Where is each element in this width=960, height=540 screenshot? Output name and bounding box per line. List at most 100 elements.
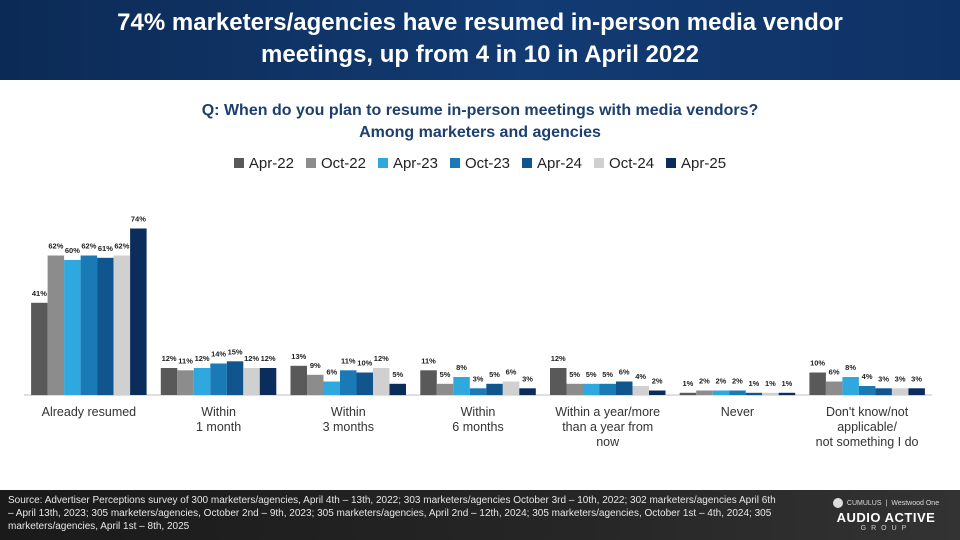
bar-apr-22-cat2 [290,365,307,396]
bar-oct-23-cat0 [80,255,98,395]
data-label: 15% [228,347,243,356]
brand-cumulus: CUMULUS [846,499,882,507]
bar-oct-22-cat1 [177,370,194,396]
category-label: 3 months [323,420,374,434]
category-label: 1 month [196,420,241,434]
bar-oct-23-cat5 [729,390,746,395]
bar-apr-22-cat1 [160,368,178,395]
legend-item-apr-25: Apr-25 [666,155,726,172]
category-label: Within [461,405,496,419]
data-label: 60% [65,246,80,255]
bar-oct-22-cat4 [566,383,583,396]
data-label: 12% [261,354,276,363]
data-label: 12% [374,354,389,363]
data-label: 11% [421,356,436,365]
legend-item-apr-22: Apr-22 [233,155,294,172]
legend-swatch [522,158,532,168]
bar-apr-24-cat0 [97,257,114,396]
title-banner: 74% marketers/agencies have resumed in-p… [0,0,960,80]
bar-apr-22-cat0 [31,302,48,396]
legend-item-oct-24: Oct-24 [594,155,654,172]
source-note: Source: Advertiser Perceptions survey of… [8,495,776,532]
legend-item-oct-22: Oct-22 [305,155,366,172]
category-label: Within a year/more [555,405,660,419]
chart-question: Q: When do you plan to resume in-person … [201,102,759,119]
bar-oct-22-cat3 [436,383,454,396]
bar-apr-23-cat4 [583,383,600,396]
legend-label: Apr-22 [248,155,294,172]
data-label: 13% [291,352,306,361]
data-label: 5% [602,370,613,379]
bar-oct-23-cat2 [340,370,357,396]
legend-swatch [666,158,677,168]
bar-oct-23-cat3 [469,388,487,396]
data-label: 1% [781,379,792,388]
bar-oct-22-cat2 [307,374,324,396]
data-label: 12% [195,354,210,363]
category-label: than a year from [562,420,653,434]
bar-apr-22-cat4 [550,368,567,395]
bar-apr-25-cat6 [908,388,925,396]
bar-oct-24-cat1 [243,368,260,395]
bar-oct-23-cat6 [858,386,876,395]
bar-apr-23-cat2 [323,381,340,395]
cumulus-logo-icon [832,498,843,508]
bar-apr-25-cat2 [389,383,406,396]
data-label: 12% [162,354,177,363]
bar-apr-24-cat5 [745,392,763,396]
data-label: 12% [244,354,259,363]
data-label: 6% [829,368,840,377]
data-label: 4% [635,372,646,381]
data-label: 11% [341,356,356,365]
bar-apr-23-cat5 [712,390,730,395]
bar-apr-25-cat0 [130,228,147,395]
data-label: 62% [114,242,129,251]
data-label: 5% [489,370,500,379]
legend-item-oct-23: Oct-23 [449,155,510,172]
data-label: 8% [456,363,467,372]
bar-apr-25-cat1 [259,368,277,395]
bar-apr-24-cat6 [875,388,892,396]
legend-swatch [233,158,244,168]
data-label: 6% [506,368,517,377]
legend-label: Oct-24 [609,155,655,172]
data-label: 2% [652,377,663,386]
category-label: applicable/ [837,420,897,434]
category-label: Within [201,405,236,419]
data-label: 6% [619,368,630,377]
bar-oct-22-cat6 [825,381,843,395]
data-label: 61% [98,244,113,253]
legend-label: Oct-22 [320,155,366,172]
data-label: 2% [699,377,710,386]
data-label: 3% [522,374,533,383]
bar-apr-23-cat3 [453,377,470,395]
data-label: 4% [862,372,873,381]
bar-apr-24-cat2 [356,372,373,395]
data-label: 5% [392,370,403,379]
data-label: 11% [178,356,193,365]
data-label: 5% [586,370,597,379]
brand-subname: GROUP [860,525,912,532]
bar-oct-24-cat3 [502,381,520,395]
data-label: 41% [32,289,47,298]
legend-swatch [449,158,460,168]
data-label: 2% [715,377,726,386]
bar-apr-25-cat4 [649,390,666,395]
category-label: now [596,435,620,449]
bar-oct-23-cat4 [599,383,616,396]
category-label: 6 months [452,420,503,434]
data-label: 9% [310,361,321,370]
data-label: 1% [765,379,776,388]
category-label: Never [721,405,754,419]
bar-apr-22-cat6 [809,372,826,395]
page-title-line-2: meetings, up from 4 in 10 in April 2022 [261,41,699,68]
data-label: 10% [357,359,372,368]
data-label: 3% [473,374,484,383]
brand-logo: CUMULUS | Westwood One AUDIO ACTIVE GROU… [826,498,946,532]
data-label: 5% [440,370,451,379]
legend-label: Apr-25 [681,155,727,172]
data-label: 2% [732,377,743,386]
bar-apr-23-cat0 [64,260,81,395]
bar-oct-24-cat4 [632,386,649,395]
